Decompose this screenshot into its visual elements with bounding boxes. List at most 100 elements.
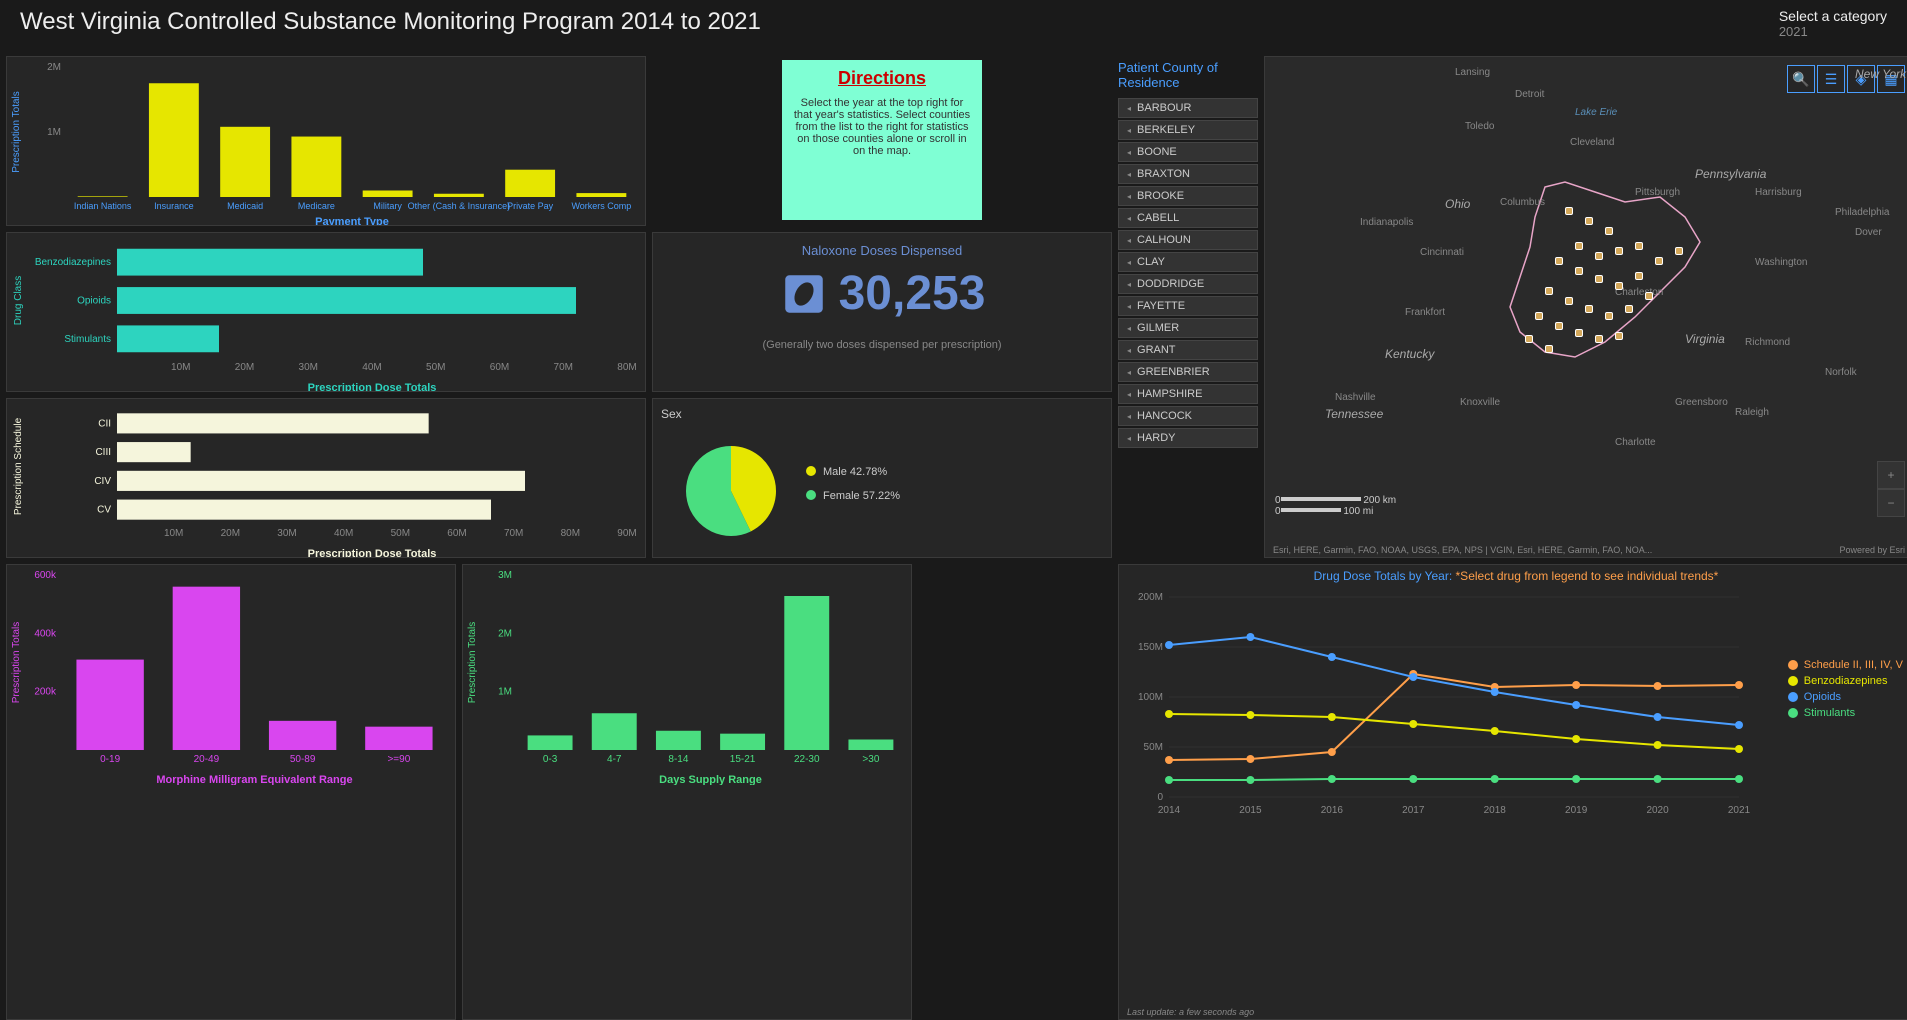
map-pin[interactable]: [1555, 257, 1563, 265]
last-update-text: Last update: a few seconds ago: [1127, 1007, 1254, 1017]
county-item[interactable]: BRAXTON: [1118, 164, 1258, 184]
svg-text:Benzodiazepines: Benzodiazepines: [35, 257, 111, 268]
svg-text:30M: 30M: [277, 528, 296, 539]
svg-text:0: 0: [1157, 792, 1163, 803]
county-list-panel: Patient County of Residence BARBOURBERKE…: [1118, 56, 1258, 558]
svg-text:50-89: 50-89: [290, 754, 316, 765]
svg-text:Private Pay: Private Pay: [507, 201, 554, 211]
svg-text:30M: 30M: [299, 362, 318, 373]
svg-text:8-14: 8-14: [668, 754, 688, 765]
map-pin[interactable]: [1535, 312, 1543, 320]
county-item[interactable]: HAMPSHIRE: [1118, 384, 1258, 404]
county-item[interactable]: CLAY: [1118, 252, 1258, 272]
svg-text:400k: 400k: [34, 628, 57, 639]
county-item[interactable]: BARBOUR: [1118, 98, 1258, 118]
svg-text:Prescription Totals: Prescription Totals: [11, 91, 22, 173]
map-pin[interactable]: [1595, 275, 1603, 283]
page-title: West Virginia Controlled Substance Monit…: [20, 8, 761, 46]
svg-text:Workers Comp: Workers Comp: [571, 201, 631, 211]
legend-item[interactable]: Benzodiazepines: [1788, 675, 1903, 687]
payment-type-chart: 1M2MIndian NationsInsuranceMedicaidMedic…: [6, 56, 646, 226]
svg-text:20-49: 20-49: [194, 754, 220, 765]
county-item[interactable]: GRANT: [1118, 340, 1258, 360]
svg-text:Prescription Dose Totals: Prescription Dose Totals: [308, 548, 437, 558]
map-pin[interactable]: [1575, 329, 1583, 337]
map-pin[interactable]: [1545, 345, 1553, 353]
svg-text:2M: 2M: [47, 62, 61, 73]
map-pin[interactable]: [1655, 257, 1663, 265]
map-pin[interactable]: [1575, 242, 1583, 250]
svg-text:0-3: 0-3: [543, 754, 558, 765]
county-item[interactable]: CALHOUN: [1118, 230, 1258, 250]
svg-text:70M: 70M: [554, 362, 573, 373]
map-pin[interactable]: [1595, 335, 1603, 343]
map-pin[interactable]: [1615, 282, 1623, 290]
map-pin[interactable]: [1575, 267, 1583, 275]
map-pin[interactable]: [1545, 287, 1553, 295]
directions-panel: Directions Select the year at the top ri…: [652, 56, 1112, 226]
county-item[interactable]: CABELL: [1118, 208, 1258, 228]
map-pin[interactable]: [1625, 305, 1633, 313]
map-pin[interactable]: [1615, 332, 1623, 340]
county-item[interactable]: HANCOCK: [1118, 406, 1258, 426]
naloxone-value: 30,253: [839, 266, 986, 321]
map-pin[interactable]: [1635, 242, 1643, 250]
svg-text:CIV: CIV: [94, 476, 111, 487]
svg-text:Drug Class: Drug Class: [13, 276, 24, 325]
map-pin[interactable]: [1675, 247, 1683, 255]
directions-title: Directions: [790, 68, 974, 89]
svg-text:2017: 2017: [1402, 805, 1425, 816]
map-powered-by: Powered by Esri: [1839, 545, 1905, 555]
county-item[interactable]: DODDRIDGE: [1118, 274, 1258, 294]
category-label: Select a category: [1779, 8, 1887, 24]
svg-text:Male 42.78%: Male 42.78%: [823, 466, 887, 478]
svg-text:20M: 20M: [235, 362, 254, 373]
map-pin[interactable]: [1645, 292, 1653, 300]
svg-text:50M: 50M: [1144, 742, 1163, 753]
county-item[interactable]: BERKELEY: [1118, 120, 1258, 140]
category-selector[interactable]: Select a category 2021: [1779, 8, 1887, 46]
svg-text:CII: CII: [98, 418, 111, 429]
svg-text:>=90: >=90: [387, 754, 410, 765]
map-panel[interactable]: 🔍 ☰ ◈ ▦ + − 0 200 km 0 100 mi Esri, HERE…: [1264, 56, 1907, 558]
svg-text:50M: 50M: [391, 528, 410, 539]
county-item[interactable]: BROOKE: [1118, 186, 1258, 206]
map-attribution: Esri, HERE, Garmin, FAO, NOAA, USGS, EPA…: [1273, 545, 1652, 555]
pill-icon: [779, 269, 829, 319]
legend-item[interactable]: Schedule II, III, IV, V: [1788, 659, 1903, 671]
legend-item[interactable]: Stimulants: [1788, 707, 1903, 719]
sex-pie-chart: Sex Male 42.78%Female 57.22%: [652, 398, 1112, 558]
map-pin[interactable]: [1555, 322, 1563, 330]
map-pin[interactable]: [1585, 217, 1593, 225]
svg-text:600k: 600k: [34, 570, 57, 581]
svg-text:0-19: 0-19: [100, 754, 120, 765]
map-pin[interactable]: [1565, 207, 1573, 215]
map-pin[interactable]: [1605, 227, 1613, 235]
map-pin[interactable]: [1565, 297, 1573, 305]
svg-text:Morphine Milligram Equivalent: Morphine Milligram Equivalent Range: [156, 774, 352, 785]
svg-text:40M: 40M: [362, 362, 381, 373]
svg-text:10M: 10M: [171, 362, 190, 373]
category-value: 2021: [1779, 24, 1887, 39]
svg-text:Other (Cash & Insurance): Other (Cash & Insurance): [408, 201, 511, 211]
svg-text:Prescription Totals: Prescription Totals: [11, 622, 22, 704]
county-item[interactable]: GREENBRIER: [1118, 362, 1258, 382]
map-pin[interactable]: [1585, 305, 1593, 313]
legend-item[interactable]: Opioids: [1788, 691, 1903, 703]
svg-text:Medicaid: Medicaid: [227, 201, 263, 211]
map-zoom-out-button[interactable]: −: [1877, 489, 1905, 517]
county-item[interactable]: BOONE: [1118, 142, 1258, 162]
map-pin[interactable]: [1635, 272, 1643, 280]
days-supply-chart: 1M2M3M0-34-78-1415-2122-30>30Days Supply…: [462, 564, 912, 1020]
map-pin[interactable]: [1615, 247, 1623, 255]
county-item[interactable]: HARDY: [1118, 428, 1258, 448]
line-chart-title: Drug Dose Totals by Year:: [1314, 569, 1456, 583]
sex-chart-title: Sex: [661, 407, 1103, 421]
county-item[interactable]: GILMER: [1118, 318, 1258, 338]
map-pin[interactable]: [1595, 252, 1603, 260]
svg-text:1M: 1M: [498, 687, 512, 698]
map-pin[interactable]: [1525, 335, 1533, 343]
svg-text:90M: 90M: [617, 528, 636, 539]
map-pin[interactable]: [1605, 312, 1613, 320]
county-item[interactable]: FAYETTE: [1118, 296, 1258, 316]
